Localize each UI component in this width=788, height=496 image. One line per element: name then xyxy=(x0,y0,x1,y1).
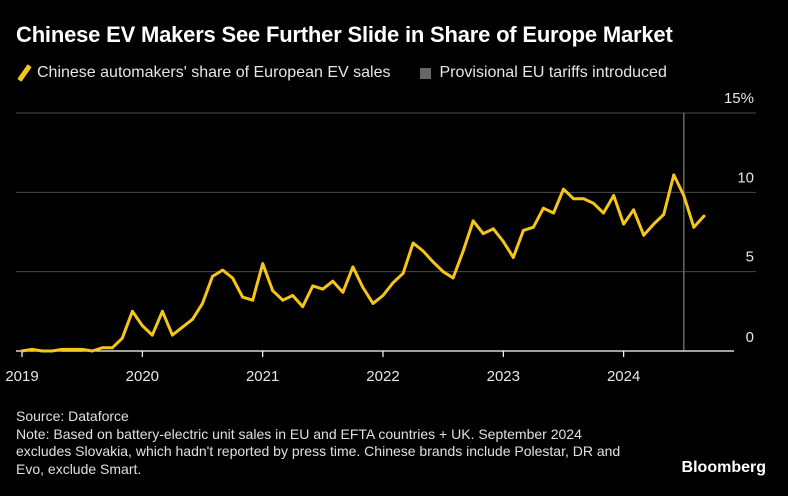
data-point-2019.333 xyxy=(60,348,64,351)
data-point-2021.333 xyxy=(301,305,305,308)
data-point-2023.167 xyxy=(522,229,525,232)
data-point-2021.167 xyxy=(281,298,285,302)
data-point-2023.833 xyxy=(602,211,605,215)
data-point-2020.917 xyxy=(251,298,255,302)
data-point-2023.333 xyxy=(542,206,545,210)
data-point-2022.167 xyxy=(401,271,405,275)
data-point-2023.583 xyxy=(572,197,575,201)
data-point-2024.667 xyxy=(702,214,706,218)
data-point-2019.5 xyxy=(80,348,84,351)
data-point-2020.5 xyxy=(201,302,204,305)
data-point-2022.417 xyxy=(431,260,435,264)
data-point-2024 xyxy=(622,222,625,226)
data-point-2021.667 xyxy=(341,290,345,294)
data-point-2023.5 xyxy=(562,187,565,191)
x-tick-label-2024: 2024 xyxy=(607,368,640,385)
data-point-2019.25 xyxy=(50,349,54,353)
x-tick-label-2019: 2019 xyxy=(5,368,38,385)
data-point-2019 xyxy=(20,349,24,353)
data-point-2022 xyxy=(381,294,385,297)
data-point-2023.917 xyxy=(612,194,616,197)
data-point-2024.167 xyxy=(642,233,646,237)
data-point-2020.167 xyxy=(161,309,164,313)
data-point-2020.583 xyxy=(211,275,214,278)
footer: Source: Dataforce Note: Based on battery… xyxy=(16,408,636,478)
data-point-2023 xyxy=(501,240,505,243)
legend-event-swatch xyxy=(420,67,432,79)
data-point-2024.333 xyxy=(662,213,666,216)
data-point-2021.5 xyxy=(321,287,325,291)
data-point-2024.25 xyxy=(652,222,656,226)
data-point-2022.25 xyxy=(411,241,415,245)
data-point-2022.917 xyxy=(491,227,495,231)
data-point-2020.083 xyxy=(150,333,154,337)
data-point-2020.833 xyxy=(241,295,245,299)
data-point-2021.75 xyxy=(351,265,355,269)
data-point-2020.333 xyxy=(181,325,184,329)
data-point-2020.417 xyxy=(191,317,194,321)
chart-title: Chinese EV Makers See Further Slide in S… xyxy=(16,22,673,47)
data-point-2023.417 xyxy=(552,211,555,215)
data-point-2022.083 xyxy=(391,281,395,285)
data-point-2019.833 xyxy=(120,336,124,340)
legend-series-label: Chinese automakers' share of European EV… xyxy=(37,64,391,81)
data-point-2022.667 xyxy=(461,249,465,253)
data-point-2023.083 xyxy=(511,256,515,259)
bloomberg-logo: Bloomberg xyxy=(681,459,766,476)
data-point-2020 xyxy=(140,324,144,327)
y-tick-label-10: 10 xyxy=(737,169,754,186)
data-point-2022.333 xyxy=(421,249,425,253)
data-point-2022.75 xyxy=(471,219,475,223)
data-point-2019.583 xyxy=(90,349,94,353)
data-point-2024.583 xyxy=(692,225,696,229)
data-point-2019.167 xyxy=(40,349,44,353)
data-point-2023.667 xyxy=(582,197,585,201)
data-point-2020.75 xyxy=(231,276,235,280)
data-point-2019.667 xyxy=(100,346,104,350)
y-tick-label-5: 5 xyxy=(746,249,754,266)
data-point-2019.75 xyxy=(110,346,114,350)
data-point-2022.5 xyxy=(441,270,445,274)
data-point-2020.667 xyxy=(221,268,225,272)
x-tick-label-2023: 2023 xyxy=(487,368,520,385)
data-point-2021.583 xyxy=(331,279,335,283)
data-point-2024.5 xyxy=(682,194,686,197)
data-point-2019.083 xyxy=(30,348,34,351)
source-note: Source: Dataforce xyxy=(16,408,129,424)
legend: Chinese automakers' share of European EV… xyxy=(16,64,667,82)
data-point-2021.083 xyxy=(271,289,275,293)
x-tick-label-2021: 2021 xyxy=(246,368,279,385)
data-point-2021.833 xyxy=(361,286,365,289)
x-tick-label-2020: 2020 xyxy=(126,368,159,385)
line-chart: 15% 10 5 0 2019 2020 2021 2022 2023 2024 xyxy=(5,90,756,385)
data-point-2024.083 xyxy=(632,208,635,212)
x-tick-label-2022: 2022 xyxy=(366,368,399,385)
data-point-2021.25 xyxy=(291,294,295,297)
y-tick-label-0: 0 xyxy=(746,329,754,346)
data-point-2021.417 xyxy=(311,284,315,288)
data-point-2019.417 xyxy=(70,348,74,351)
legend-event-label: Provisional EU tariffs introduced xyxy=(439,64,667,81)
data-point-2024.417 xyxy=(672,173,676,177)
data-point-2021.917 xyxy=(371,302,375,305)
data-point-2023.25 xyxy=(532,225,535,229)
data-point-2020.25 xyxy=(171,333,174,337)
y-tick-label-15: 15% xyxy=(724,90,754,107)
data-point-2019.917 xyxy=(131,309,134,313)
data-point-2022.833 xyxy=(481,232,485,236)
data-point-2021 xyxy=(261,262,265,266)
methodology-note: Note: Based on battery-electric unit sal… xyxy=(16,425,621,477)
series-line-0 xyxy=(20,173,706,353)
data-point-2023.75 xyxy=(592,202,595,205)
data-point-2022.583 xyxy=(451,276,455,280)
